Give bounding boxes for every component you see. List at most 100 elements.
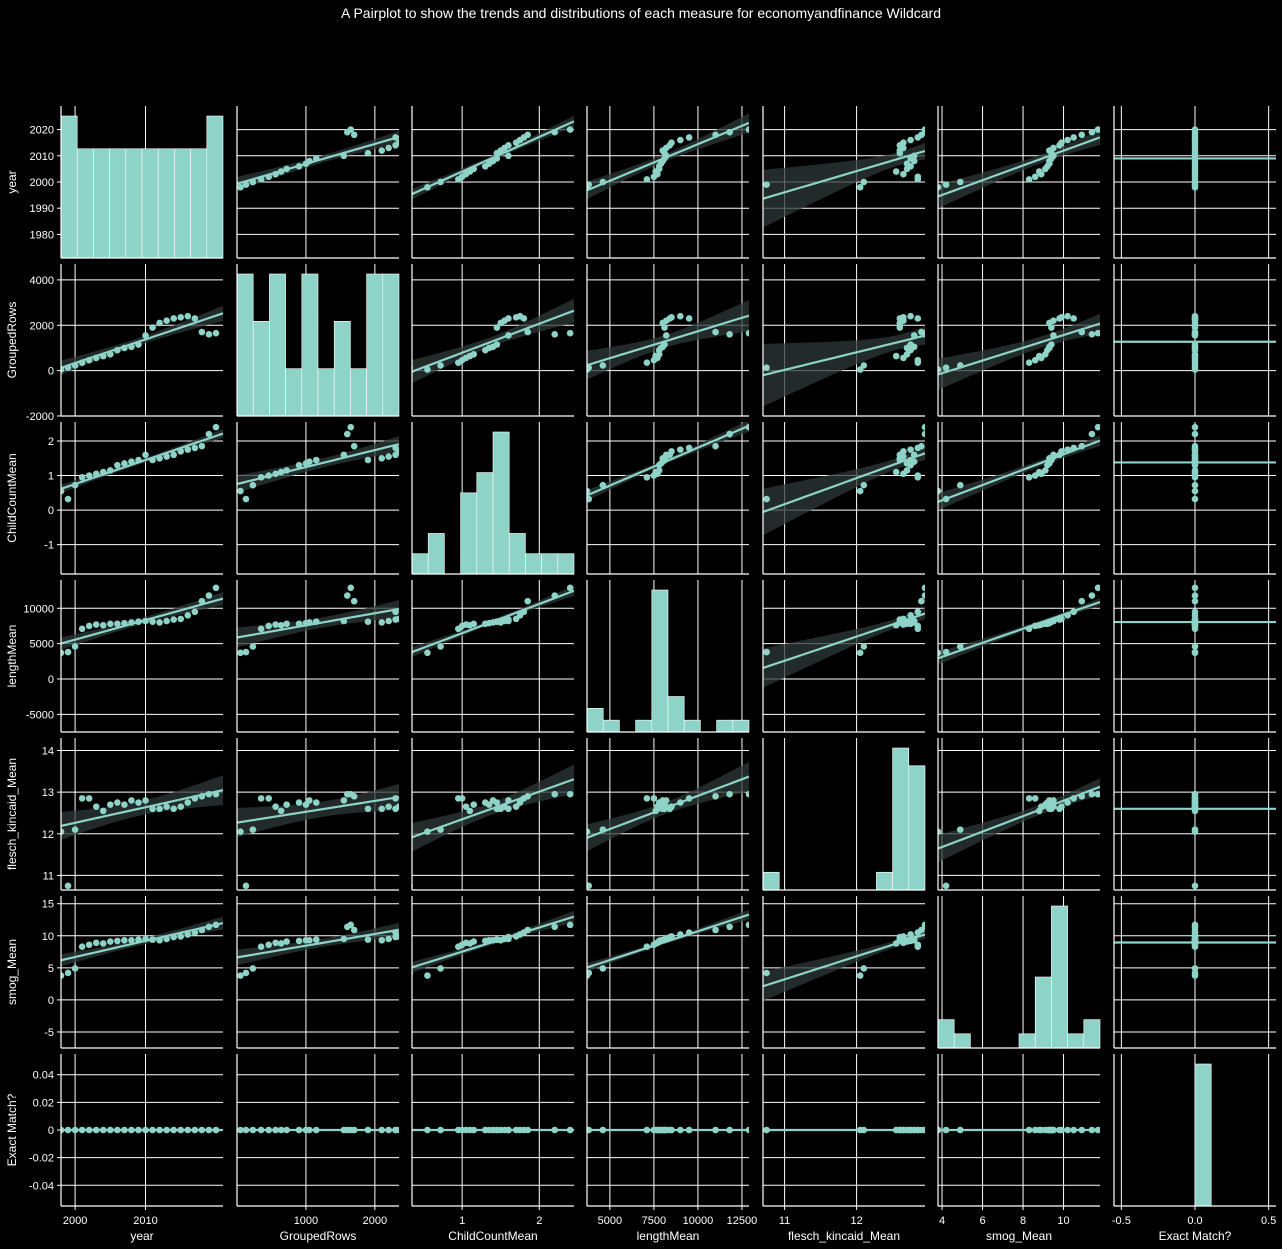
regression-line (61, 922, 223, 962)
regression-line (237, 443, 399, 486)
data-point (1088, 790, 1096, 798)
data-point (551, 923, 559, 931)
data-point (524, 131, 532, 139)
histogram-bar (732, 719, 750, 733)
histogram-bar (190, 148, 208, 259)
data-point (1191, 341, 1199, 348)
data-point (668, 448, 675, 455)
histogram-bar (269, 273, 286, 417)
data-point (385, 144, 392, 152)
data-point (163, 453, 170, 460)
y-tick-label: 0 (48, 366, 54, 378)
data-point (505, 152, 512, 160)
data-point (1058, 314, 1065, 321)
data-point (156, 319, 163, 327)
data-point (470, 620, 478, 628)
data-point (424, 972, 431, 979)
data-point (914, 608, 922, 616)
data-point (1191, 324, 1199, 331)
data-point (662, 797, 670, 804)
data-point (92, 939, 100, 947)
regression-line (587, 775, 749, 839)
regression-line (237, 928, 399, 959)
data-point (745, 921, 749, 929)
regression-line (61, 789, 223, 827)
data-point (900, 448, 907, 455)
histogram-bar (525, 553, 542, 575)
data-point (516, 799, 524, 806)
x-tick-label: 2000 (363, 1215, 387, 1227)
data-point (520, 315, 528, 322)
data-point (364, 149, 372, 157)
x-tick-label: -0.5 (1112, 1215, 1131, 1227)
histogram-bar (125, 148, 143, 259)
data-point (643, 176, 651, 183)
histogram-bar (651, 589, 669, 733)
histogram-bar (236, 273, 254, 417)
data-point (437, 362, 444, 369)
x-tick-label: 11 (779, 1215, 790, 1227)
data-point (424, 366, 431, 373)
y-tick-label: 2000 (30, 320, 54, 332)
data-point (71, 826, 79, 833)
data-point (64, 969, 72, 977)
data-point (184, 931, 192, 938)
data-point (1050, 797, 1057, 804)
data-point (343, 592, 351, 599)
data-point (655, 467, 663, 474)
data-point (395, 803, 399, 811)
y-tick-label: 10 (42, 931, 54, 943)
histogram-bar (541, 553, 559, 575)
data-point (1094, 584, 1100, 592)
data-point (643, 359, 651, 366)
histogram-bar (76, 148, 94, 259)
data-point (942, 364, 950, 371)
data-point (107, 938, 114, 945)
data-point (283, 801, 290, 808)
y-tick-label: -0.04 (29, 1180, 54, 1192)
data-point (462, 803, 470, 811)
histogram-bar (762, 871, 780, 891)
data-point (470, 938, 478, 945)
y-tick-label: 5000 (30, 639, 54, 651)
data-point (907, 446, 914, 453)
data-point (205, 430, 213, 438)
regression-line (938, 439, 1100, 503)
data-point (566, 126, 574, 133)
data-point (350, 926, 358, 934)
data-point (212, 423, 220, 431)
data-point (921, 921, 925, 929)
regression-line (412, 309, 574, 373)
data-point (347, 584, 355, 592)
histogram-bar (285, 368, 303, 417)
histogram-bar (350, 368, 367, 417)
histogram-bar (716, 719, 734, 733)
data-point (685, 134, 693, 141)
data-point (177, 803, 185, 811)
y-tick-label: -0.02 (29, 1153, 54, 1165)
data-point (1094, 790, 1100, 798)
data-point (265, 795, 273, 802)
x-tick-label: 12 (850, 1215, 862, 1227)
data-point (892, 168, 900, 175)
data-point (921, 584, 925, 592)
data-point (458, 795, 466, 802)
data-point (505, 315, 512, 322)
data-point (712, 328, 719, 336)
data-point (466, 807, 474, 815)
data-point (265, 941, 273, 949)
data-point (184, 612, 192, 619)
data-point (99, 940, 107, 947)
data-point (61, 972, 65, 979)
data-point (1191, 826, 1199, 833)
regression-line (763, 334, 925, 377)
data-point (385, 617, 392, 625)
confidence-band (763, 326, 925, 407)
data-point (587, 828, 591, 835)
data-point (347, 921, 355, 929)
x-axis-label: Exact Match? (1159, 1229, 1232, 1243)
y-tick-label: 14 (42, 745, 54, 757)
data-point (71, 965, 79, 972)
data-point (914, 315, 922, 322)
histogram-bar (157, 148, 175, 259)
